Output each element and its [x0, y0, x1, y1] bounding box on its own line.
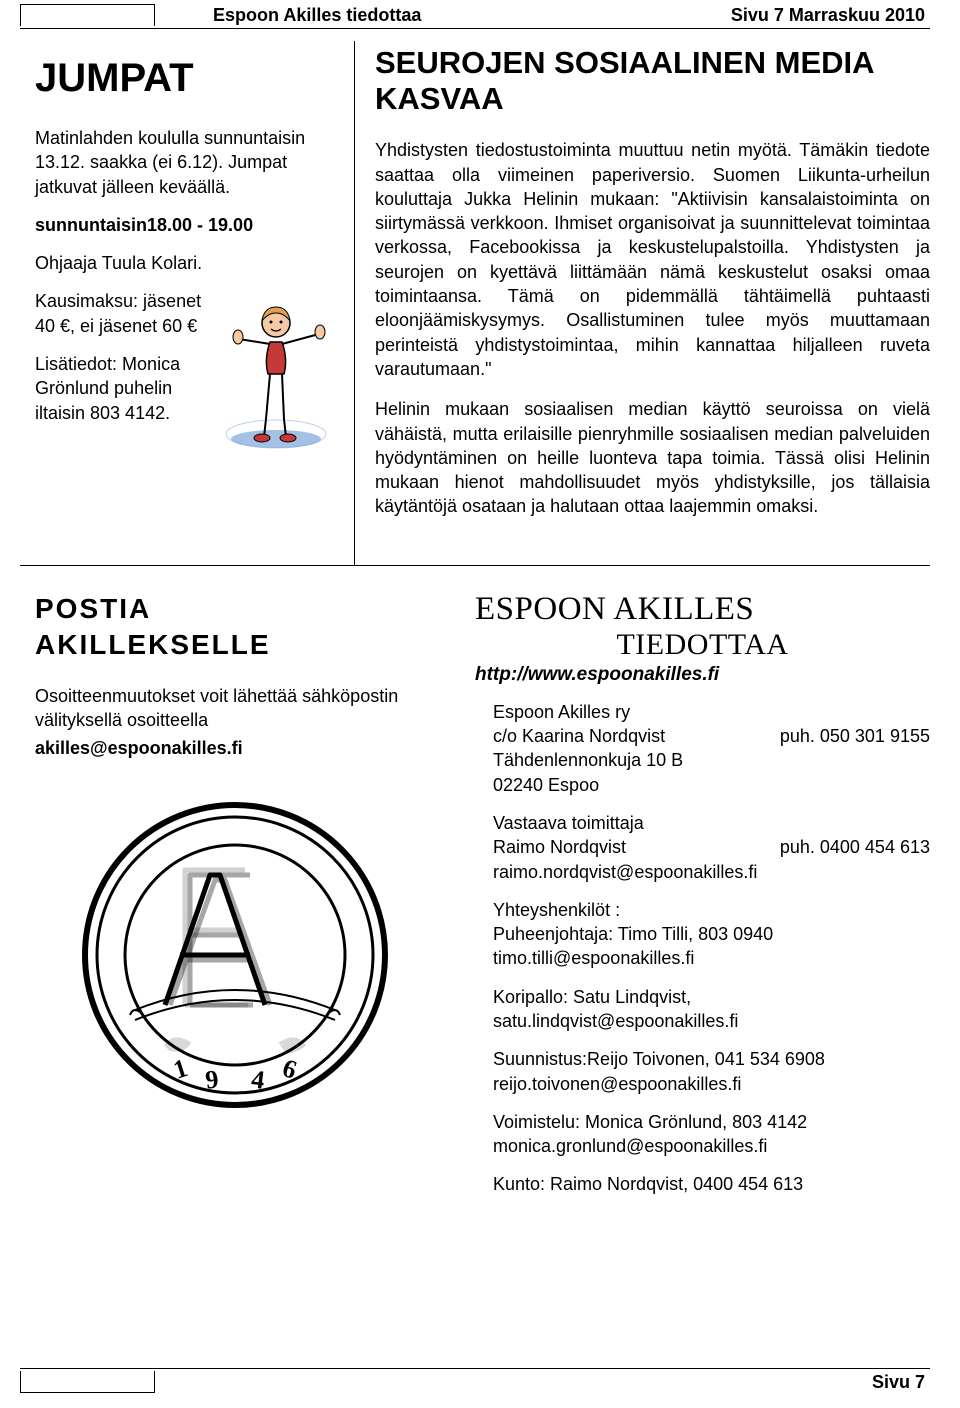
- espoon-subtitle: TIEDOTTAA: [475, 628, 930, 662]
- editor-name: Raimo Nordqvist: [493, 835, 626, 859]
- gymnast-icon: [224, 289, 329, 449]
- editor-phone: puh. 0400 454 613: [780, 835, 930, 859]
- svg-text:6: 6: [279, 1054, 300, 1086]
- postia-email: akilles@espoonakilles.fi: [35, 736, 435, 760]
- editor-label: Vastaava toimittaja: [493, 811, 930, 835]
- contact-column: ESPOON AKILLES TIEDOTTAA http://www.espo…: [475, 591, 930, 1211]
- gymnastics-email: monica.gronlund@espoonakilles.fi: [493, 1134, 930, 1158]
- seurojen-p1: Yhdistysten tiedostustoiminta muuttuu ne…: [375, 138, 930, 381]
- header-page-info: Sivu 7 Marraskuu 2010: [731, 5, 930, 26]
- postia-text: Osoitteenmuutokset voit lähettää sähköpo…: [35, 684, 435, 733]
- gymnastics: Voimistelu: Monica Grönlund, 803 4142: [493, 1110, 930, 1134]
- jumpat-instructor: Ohjaaja Tuula Kolari.: [35, 251, 329, 275]
- editor-email: raimo.nordqvist@espoonakilles.fi: [493, 860, 930, 884]
- seurojen-column: SEUROJEN SOSIAALINEN MEDIA KASVAA Yhdist…: [355, 41, 930, 565]
- org-name: Espoon Akilles ry: [493, 700, 930, 724]
- postia-line1: POSTIA: [35, 593, 151, 624]
- postia-column: POSTIA AKILLEKSELLE Osoitteenmuutokset v…: [35, 591, 435, 1211]
- chair-email: timo.tilli@espoonakilles.fi: [493, 946, 930, 970]
- seurojen-title: SEUROJEN SOSIAALINEN MEDIA KASVAA: [375, 45, 930, 116]
- jumpat-column: JUMPAT Matinlahden koululla sunnuntaisin…: [35, 41, 355, 565]
- addr1: Tähdenlennonkuja 10 B: [493, 748, 930, 772]
- jumpat-times: sunnuntaisin18.00 - 19.00: [35, 213, 329, 237]
- header-title: Espoon Akilles tiedottaa: [163, 5, 731, 26]
- club-logo: 1 9 4 6: [35, 795, 435, 1120]
- jumpat-p1: Matinlahden koululla sunnuntaisin 13.12.…: [35, 126, 329, 199]
- contacts-label: Yhteyshenkilöt :: [493, 898, 930, 922]
- footer-box: [20, 1371, 155, 1393]
- seurojen-body: Yhdistysten tiedostustoiminta muuttuu ne…: [375, 138, 930, 518]
- footer-page: Sivu 7: [872, 1372, 930, 1393]
- chair: Puheenjohtaja: Timo Tilli, 803 0940: [493, 922, 930, 946]
- orienteering: Suunnistus:Reijo Toivonen, 041 534 6908: [493, 1047, 930, 1071]
- lower-columns: POSTIA AKILLEKSELLE Osoitteenmuutokset v…: [0, 566, 960, 1211]
- jumpat-body: Matinlahden koululla sunnuntaisin 13.12.…: [35, 126, 329, 449]
- jumpat-fee: Kausimaksu: jäsenet 40 €, ei jäsenet 60 …: [35, 289, 214, 338]
- page-header: Espoon Akilles tiedottaa Sivu 7 Marrasku…: [20, 0, 930, 29]
- svg-text:1: 1: [170, 1054, 191, 1086]
- page-footer: Sivu 7: [20, 1368, 930, 1393]
- espoon-url: http://www.espoonakilles.fi: [475, 664, 930, 686]
- fitness: Kunto: Raimo Nordqvist, 0400 454 613: [493, 1172, 930, 1196]
- contact-block: Espoon Akilles ry c/o Kaarina Nordqvist …: [475, 700, 930, 1197]
- postia-line2: AKILLEKSELLE: [35, 629, 271, 660]
- addr2: 02240 Espoo: [493, 773, 930, 797]
- co-phone: puh. 050 301 9155: [780, 724, 930, 748]
- header-box: [20, 4, 155, 26]
- espoon-title: ESPOON AKILLES: [475, 591, 930, 628]
- postia-body: Osoitteenmuutokset voit lähettää sähköpo…: [35, 684, 435, 761]
- jumpat-title: JUMPAT: [35, 56, 329, 101]
- orienteering-email: reijo.toivonen@espoonakilles.fi: [493, 1072, 930, 1096]
- main-columns: JUMPAT Matinlahden koululla sunnuntaisin…: [0, 41, 960, 565]
- seurojen-p2: Helinin mukaan sosiaalisen median käyttö…: [375, 397, 930, 518]
- co-name: c/o Kaarina Nordqvist: [493, 724, 665, 748]
- basketball: Koripallo: Satu Lindqvist,: [493, 985, 930, 1009]
- svg-text:9: 9: [204, 1065, 220, 1095]
- basketball-email: satu.lindqvist@espoonakilles.fi: [493, 1009, 930, 1033]
- postia-title: POSTIA AKILLEKSELLE: [35, 591, 435, 664]
- jumpat-contact: Lisätiedot: Monica Grönlund puhelin ilta…: [35, 352, 214, 425]
